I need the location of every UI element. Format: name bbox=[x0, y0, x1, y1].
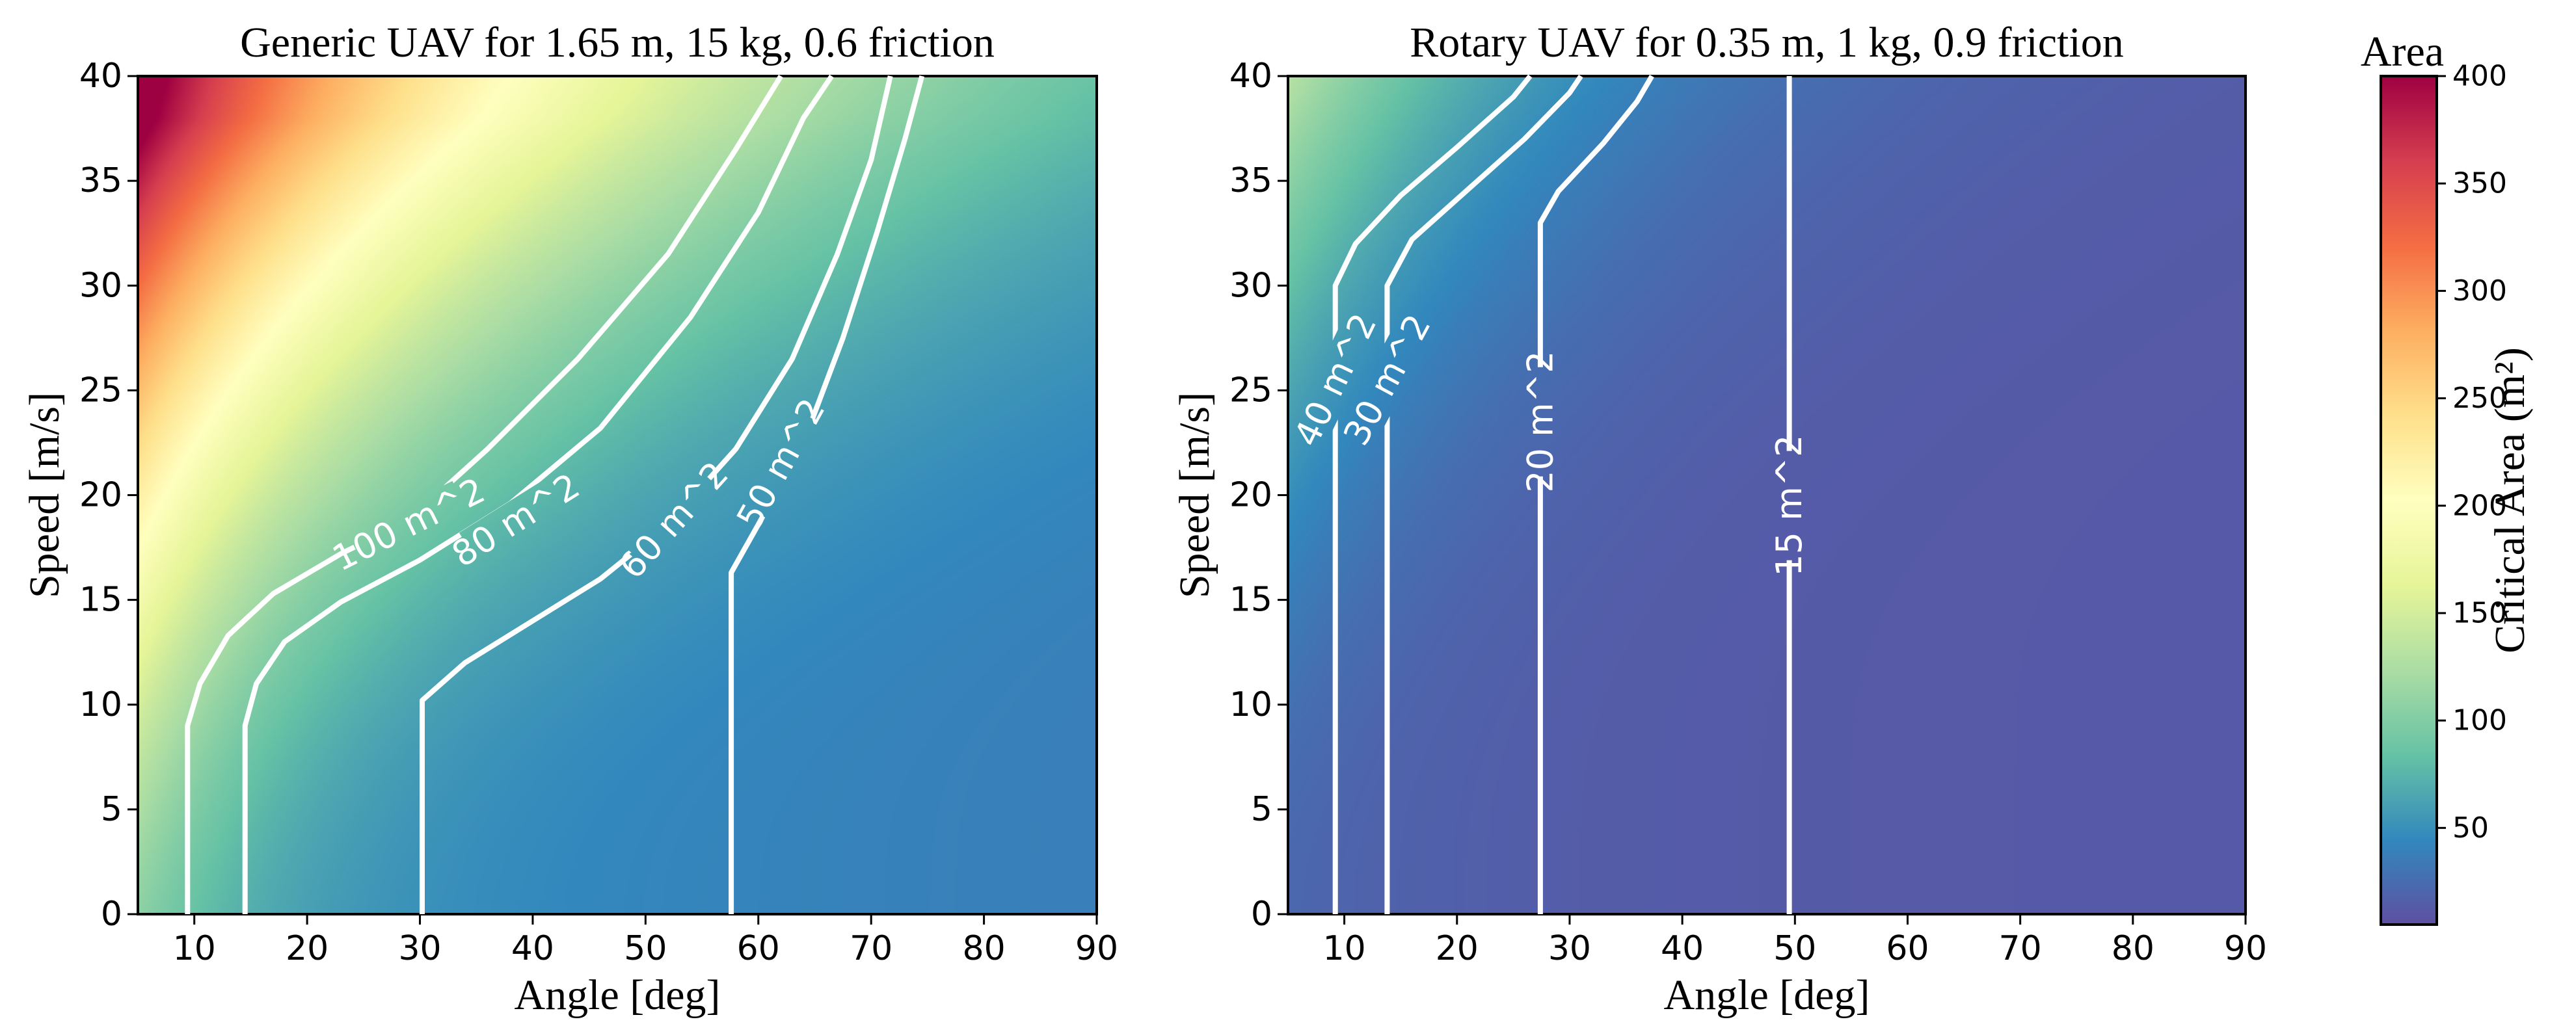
contour-line bbox=[1384, 74, 1583, 914]
colorbar-tick-label: 50 bbox=[2452, 811, 2489, 845]
contour-label: 15 m^2 bbox=[1769, 435, 1810, 577]
colorbar-tick-label: 150 bbox=[2452, 596, 2507, 629]
x-tick-label: 30 bbox=[398, 929, 441, 968]
y-tick-label: 40 bbox=[79, 57, 122, 96]
y-tick-label: 15 bbox=[79, 581, 122, 620]
x-tick-label: 10 bbox=[173, 929, 216, 968]
x-tick-label: 70 bbox=[850, 929, 892, 968]
x-tick-label: 80 bbox=[963, 929, 1006, 968]
left-heatmap bbox=[138, 76, 1097, 914]
y-tick-label: 35 bbox=[1229, 161, 1272, 200]
contour-label: 20 m^2 bbox=[1520, 351, 1561, 493]
y-tick-label: 20 bbox=[79, 476, 122, 515]
left-chart: 100 m^280 m^2 60 m^250 m^2 10 20 30 40 50 60 70… bbox=[21, 19, 1118, 1019]
x-tick-label: 80 bbox=[2112, 929, 2154, 968]
right-chart-title: Rotary UAV for 0.35 m, 1 kg, 0.9 frictio… bbox=[1410, 19, 2123, 66]
x-tick-label: 20 bbox=[286, 929, 329, 968]
colorbar-tick-label: 250 bbox=[2452, 382, 2507, 415]
colorbar-gradient bbox=[2380, 75, 2438, 926]
right-x-ticks: 10 20 30 40 50 60 70 80 90 bbox=[1323, 914, 2267, 968]
colorbar-tick-label: 400 bbox=[2452, 60, 2507, 93]
x-tick-label: 20 bbox=[1436, 929, 1479, 968]
y-tick-label: 10 bbox=[1229, 685, 1272, 724]
y-tick-label: 10 bbox=[79, 685, 122, 724]
right-heatmap bbox=[1288, 76, 2246, 914]
left-y-ticks: 0 5 10 15 20 25 30 35 40 bbox=[79, 57, 138, 934]
y-tick-label: 5 bbox=[101, 790, 122, 829]
right-y-ticks: 0 5 10 15 20 25 30 35 40 bbox=[1229, 57, 1288, 934]
contour-line bbox=[729, 75, 925, 914]
left-x-ticks: 10 20 30 40 50 60 70 80 90 bbox=[173, 914, 1118, 968]
x-tick-label: 50 bbox=[624, 929, 667, 968]
y-tick-label: 30 bbox=[79, 266, 122, 305]
colorbar-tick-label: 300 bbox=[2452, 274, 2507, 308]
heatmap-image bbox=[1288, 76, 2246, 914]
left-x-axis-label: Angle [deg] bbox=[514, 971, 720, 1019]
heatmap-image bbox=[138, 76, 1097, 914]
x-tick-label: 90 bbox=[2224, 929, 2267, 968]
left-chart-title: Generic UAV for 1.65 m, 15 kg, 0.6 frict… bbox=[240, 19, 995, 66]
right-y-axis-label: Speed [m/s] bbox=[1171, 392, 1218, 598]
y-tick-label: 15 bbox=[1229, 581, 1272, 620]
y-tick-label: 25 bbox=[1229, 371, 1272, 410]
x-tick-label: 10 bbox=[1323, 929, 1366, 968]
y-tick-label: 30 bbox=[1229, 266, 1272, 305]
colorbar: 50 100 150 200 250 300 350 400 Area Critical Ar… bbox=[2361, 28, 2534, 926]
y-tick-label: 35 bbox=[79, 161, 122, 200]
x-tick-label: 40 bbox=[511, 929, 554, 968]
y-tick-label: 5 bbox=[1251, 790, 1272, 829]
colorbar-label: Critical Area (m²) bbox=[2486, 347, 2534, 653]
contour-line bbox=[420, 75, 893, 914]
x-tick-label: 90 bbox=[1075, 929, 1118, 968]
right-x-axis-label: Angle [deg] bbox=[1663, 971, 1870, 1019]
x-tick-label: 60 bbox=[737, 929, 780, 968]
contour-line bbox=[185, 74, 783, 914]
colorbar-ticks: 50 100 150 200 250 300 350 400 bbox=[2437, 60, 2507, 845]
contour-line bbox=[1332, 74, 1533, 914]
contour-line bbox=[1537, 74, 1654, 914]
right-chart: 40 m^230 m^2 20 m^215 m^2 10 20 30 40 50 60 70 8… bbox=[1171, 19, 2267, 1019]
colorbar-tick-label: 200 bbox=[2452, 489, 2507, 522]
colorbar-tick-label: 350 bbox=[2452, 167, 2507, 200]
x-tick-label: 70 bbox=[1999, 929, 2042, 968]
colorbar-tick-label: 100 bbox=[2452, 704, 2507, 737]
y-tick-label: 0 bbox=[101, 895, 122, 934]
x-tick-label: 60 bbox=[1886, 929, 1929, 968]
y-tick-label: 20 bbox=[1229, 476, 1272, 515]
contour-line bbox=[242, 74, 834, 914]
x-tick-label: 50 bbox=[1773, 929, 1816, 968]
y-tick-label: 25 bbox=[79, 371, 122, 410]
left-y-axis-label: Speed [m/s] bbox=[21, 392, 68, 598]
colorbar-title: Area bbox=[2361, 28, 2444, 75]
x-tick-label: 40 bbox=[1661, 929, 1704, 968]
y-tick-label: 40 bbox=[1229, 57, 1272, 96]
y-tick-label: 0 bbox=[1251, 895, 1272, 934]
x-tick-label: 30 bbox=[1548, 929, 1591, 968]
